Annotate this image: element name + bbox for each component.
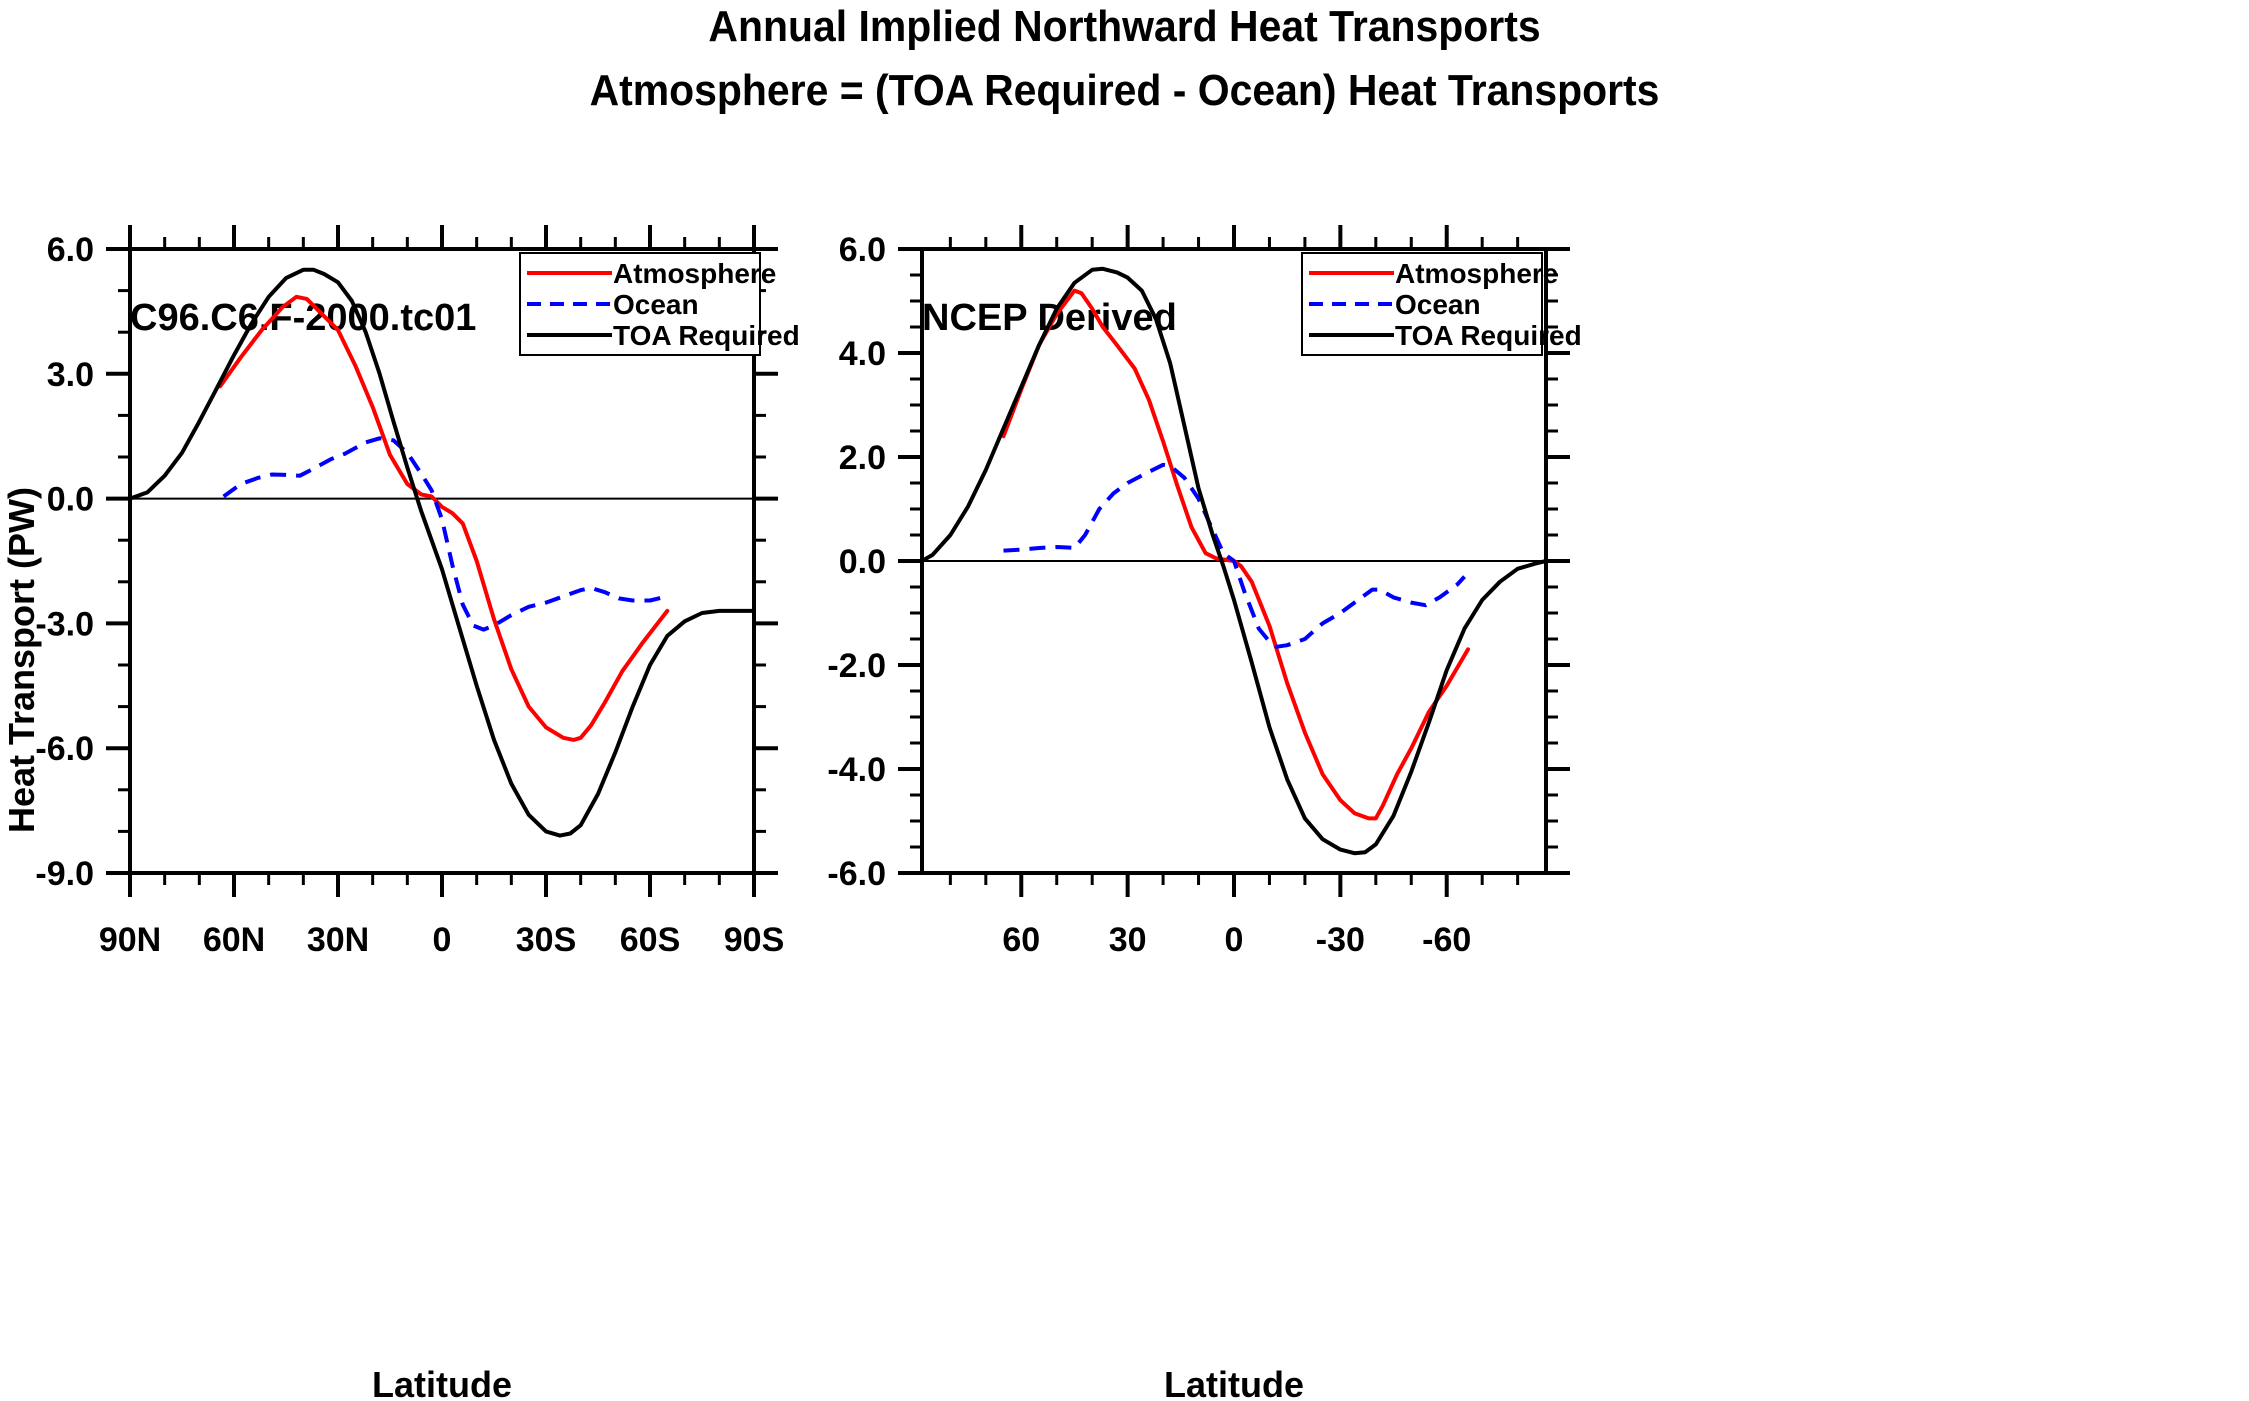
axis-ticks: 60 30 0 -30 -60 6.0 4.0 2.0 0.0 -2.0 -4.0 -6.0: [827, 225, 1570, 959]
y-tick-label: -4.0: [827, 751, 886, 789]
y-tick-label: 3.0: [47, 356, 94, 394]
y-tick-label: 2.0: [839, 439, 886, 477]
legend-label: Atmosphere: [613, 258, 776, 289]
plot-area: [920, 266, 1548, 856]
x-tick-label: 60: [1002, 921, 1040, 959]
y-tick-label: 0.0: [47, 481, 94, 519]
y-tick-label: -2.0: [827, 647, 886, 685]
legend-label: Ocean: [1395, 289, 1481, 320]
x-tick-label: 30N: [307, 921, 369, 959]
y-tick-label: -6.0: [35, 730, 94, 768]
y-tick-label: 0.0: [839, 543, 886, 581]
legend-label: Ocean: [613, 289, 699, 320]
series-line-ocean: [222, 436, 668, 632]
panel-title: C96.C6.F-2000.tc01: [130, 297, 476, 339]
x-axis-title: Latitude: [372, 1364, 512, 1401]
y-tick-label: 6.0: [47, 231, 94, 269]
series-line-toa-required: [920, 266, 1548, 856]
plot-area: [128, 267, 756, 838]
series-line-ocean: [1003, 462, 1466, 649]
figure-title-line2: Atmosphere = (TOA Required - Ocean) Heat…: [589, 66, 1660, 115]
x-tick-label: -60: [1422, 921, 1471, 959]
y-tick-label: -6.0: [827, 855, 886, 893]
panel-ncep: NCEP Derived 60 30 0 -30 -60 6.0 4.0 2.0 0.0 -2.0…: [827, 225, 1582, 1401]
x-tick-label: -30: [1316, 921, 1365, 959]
legend-label: TOA Required: [613, 320, 800, 351]
y-axis-title: Heat Transport (PW): [1, 487, 42, 833]
legend-label: TOA Required: [1395, 320, 1582, 351]
x-tick-label: 60S: [620, 921, 681, 959]
y-tick-label: -3.0: [35, 605, 94, 643]
y-tick-label: 6.0: [839, 231, 886, 269]
x-tick-label: 0: [1225, 921, 1244, 959]
series-line-atmosphere: [1001, 288, 1470, 821]
y-tick-label: 4.0: [839, 335, 886, 373]
x-tick-label: 30S: [516, 921, 577, 959]
x-tick-label: 30: [1109, 921, 1147, 959]
panel-model: C96.C6.F-2000.tc01 90N 60N 30N 0 30S 60S 90S 6.…: [1, 225, 800, 1401]
figure-title-line1: Annual Implied Northward Heat Transports: [708, 2, 1541, 51]
x-axis-title: Latitude: [1164, 1364, 1304, 1401]
series-line-toa-required: [128, 267, 756, 838]
x-tick-label: 90N: [99, 921, 161, 959]
series-line-atmosphere: [218, 294, 670, 742]
axis-ticks: 90N 60N 30N 0 30S 60S 90S 6.0 3.0 0.0 -3.0 -6.0 -9.0: [35, 225, 784, 959]
legend-label: Atmosphere: [1395, 258, 1558, 289]
x-tick-label: 90S: [724, 921, 785, 959]
panel-title: NCEP Derived: [922, 297, 1177, 339]
x-tick-label: 60N: [203, 921, 265, 959]
y-tick-label: -9.0: [35, 855, 94, 893]
x-tick-label: 0: [433, 921, 452, 959]
